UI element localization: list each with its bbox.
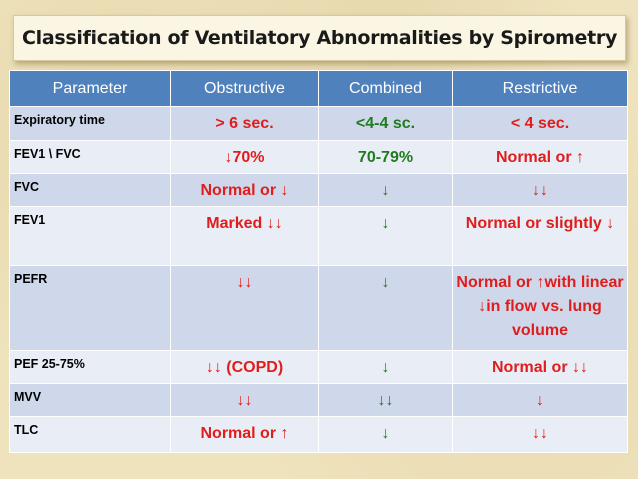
combined-cell: ↓: [318, 173, 453, 207]
table-row: TLC Normal or ↑ ↓ ↓↓: [9, 416, 628, 453]
combined-cell: ↓↓: [318, 383, 453, 417]
parameter-cell: PEF 25-75%: [9, 350, 171, 384]
parameter-cell: FEV1: [9, 206, 171, 266]
obstructive-cell: Normal or ↑: [170, 416, 319, 453]
obstructive-cell: ↓70%: [170, 140, 319, 174]
parameter-cell: FEV1 \ FVC: [9, 140, 171, 174]
combined-cell: ↓: [318, 416, 453, 453]
combined-cell: ↓: [318, 350, 453, 384]
obstructive-cell: ↓↓: [170, 265, 319, 351]
obstructive-cell: Normal or ↓: [170, 173, 319, 207]
combined-cell: ↓: [318, 265, 453, 351]
restrictive-cell: ↓: [452, 383, 628, 417]
parameter-cell: FVC: [9, 173, 171, 207]
obstructive-cell: ↓↓ (COPD): [170, 350, 319, 384]
table-row: Expiratory time > 6 sec. <4-4 sc. < 4 se…: [9, 106, 628, 141]
table-row: FEV1 \ FVC ↓70% 70-79% Normal or ↑: [9, 140, 628, 174]
restrictive-cell: ↓↓: [452, 416, 628, 453]
restrictive-cell: < 4 sec.: [452, 106, 628, 141]
header-parameter: Parameter: [9, 70, 171, 107]
restrictive-cell: Normal or ↑with linear ↓in flow vs. lung…: [452, 265, 628, 351]
slide-title: Classification of Ventilatory Abnormalit…: [21, 27, 618, 49]
restrictive-cell: Normal or slightly ↓: [452, 206, 628, 266]
parameter-cell: PEFR: [9, 265, 171, 351]
spirometry-table: Parameter Obstructive Combined Restricti…: [9, 70, 628, 453]
restrictive-cell: Normal or ↓↓: [452, 350, 628, 384]
combined-cell: <4-4 sc.: [318, 106, 453, 141]
header-obstructive: Obstructive: [170, 70, 319, 107]
obstructive-cell: Marked ↓↓: [170, 206, 319, 266]
obstructive-cell: > 6 sec.: [170, 106, 319, 141]
table-row: FVC Normal or ↓ ↓ ↓↓: [9, 173, 628, 207]
parameter-cell: Expiratory time: [9, 106, 171, 141]
obstructive-cell: ↓↓: [170, 383, 319, 417]
table-row: FEV1 Marked ↓↓ ↓ Normal or slightly ↓: [9, 206, 628, 266]
restrictive-cell: Normal or ↑: [452, 140, 628, 174]
table-row: PEFR ↓↓ ↓ Normal or ↑with linear ↓in flo…: [9, 265, 628, 351]
parameter-cell: TLC: [9, 416, 171, 453]
header-combined: Combined: [318, 70, 453, 107]
title-box: Classification of Ventilatory Abnormalit…: [13, 15, 626, 61]
table-row: PEF 25-75% ↓↓ (COPD) ↓ Normal or ↓↓: [9, 350, 628, 384]
combined-cell: ↓: [318, 206, 453, 266]
header-row: Parameter Obstructive Combined Restricti…: [9, 70, 628, 107]
table-row: MVV ↓↓ ↓↓ ↓: [9, 383, 628, 417]
combined-cell: 70-79%: [318, 140, 453, 174]
restrictive-cell: ↓↓: [452, 173, 628, 207]
parameter-cell: MVV: [9, 383, 171, 417]
header-restrictive: Restrictive: [452, 70, 628, 107]
